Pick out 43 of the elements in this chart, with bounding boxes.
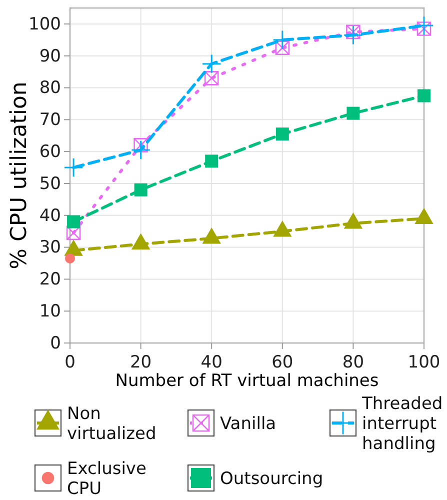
x-tick-label: 80 — [342, 352, 364, 372]
point — [272, 30, 292, 50]
point — [202, 54, 222, 74]
point — [276, 128, 289, 141]
point — [67, 215, 80, 228]
point — [134, 138, 148, 152]
point — [204, 71, 219, 86]
point — [343, 25, 364, 45]
legend-label: Vanilla — [220, 414, 276, 434]
point — [346, 24, 360, 40]
y-tick-label: 30 — [39, 238, 61, 258]
y-tick-label: 60 — [39, 142, 61, 162]
point — [134, 183, 148, 196]
y-tick-label: 100 — [28, 14, 61, 34]
y-tick-label: 50 — [39, 174, 61, 194]
point — [66, 226, 81, 240]
y-tick-label: 40 — [39, 206, 61, 226]
point — [65, 253, 75, 264]
point — [416, 22, 432, 36]
y-tick-label: 70 — [39, 110, 61, 130]
y-axis-title: % CPU utilization — [7, 82, 32, 270]
y-tick-label: 10 — [39, 302, 61, 322]
point — [275, 40, 290, 56]
y-tick-label: 80 — [39, 78, 61, 98]
legend-label: Non virtualized — [67, 404, 156, 444]
legend-label: Outsourcing — [220, 469, 324, 489]
legend-label: Threaded interrupt handling — [361, 394, 443, 454]
point — [205, 154, 218, 168]
x-tick-label: 60 — [272, 352, 294, 372]
legend-label: Exclusive CPU — [67, 459, 146, 499]
x-tick-label: 40 — [200, 352, 222, 372]
point — [414, 16, 434, 36]
y-tick-label: 0 — [50, 333, 61, 354]
x-tick-label: 100 — [408, 352, 440, 372]
y-tick-label: 90 — [39, 46, 61, 66]
point — [346, 106, 360, 120]
x-tick-label: 0 — [64, 352, 76, 372]
point — [418, 89, 430, 102]
x-axis-title: Number of RT virtual machines — [115, 371, 379, 391]
x-tick-label: 20 — [130, 352, 152, 372]
point — [130, 140, 151, 160]
y-tick-label: 20 — [39, 270, 61, 290]
point — [64, 158, 84, 178]
